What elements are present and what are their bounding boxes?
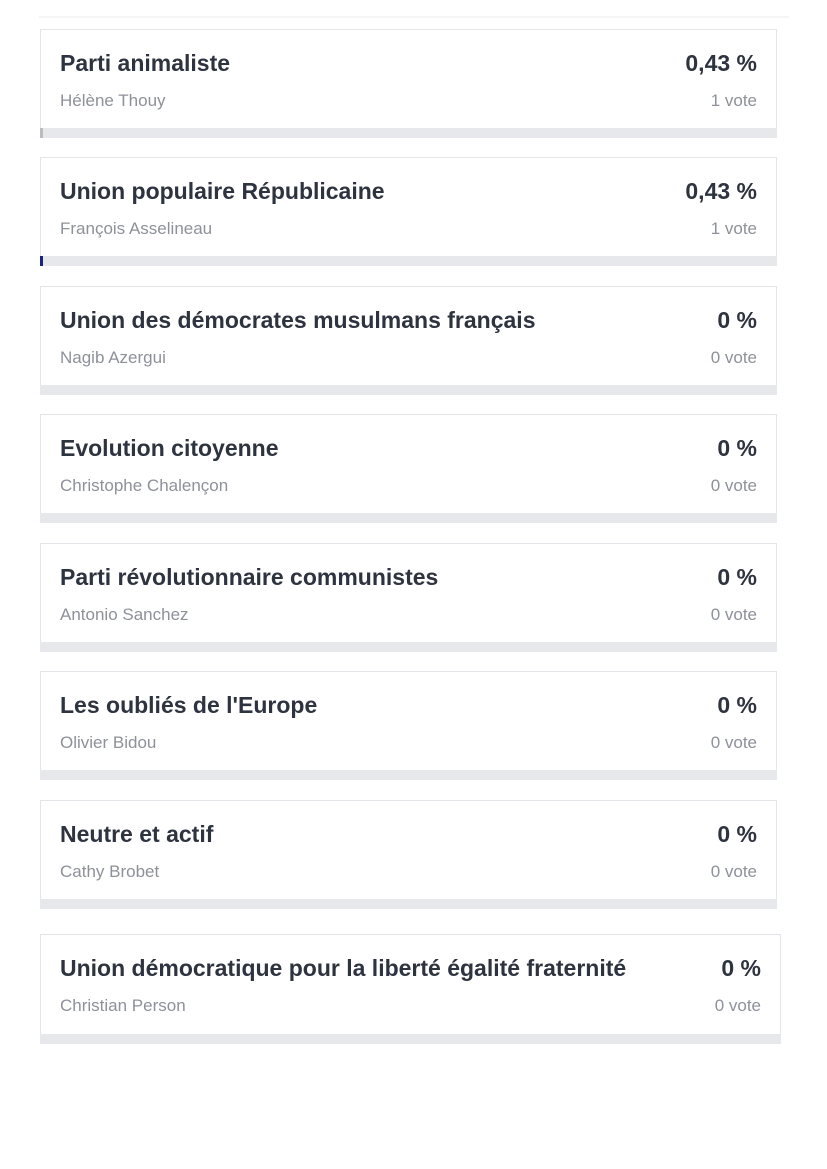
vote-percentage: 0 % <box>717 435 757 461</box>
party-name: Union des démocrates musulmans français <box>60 307 536 333</box>
candidate-name: Christian Person <box>60 996 186 1015</box>
vote-count: 0 vote <box>710 862 757 881</box>
vote-percentage: 0,43 % <box>685 178 757 204</box>
result-card: Union démocratique pour la liberté égali… <box>40 934 781 1044</box>
vote-count: 0 vote <box>714 996 761 1015</box>
progress-bar-track <box>40 1034 781 1044</box>
candidate-name: Christophe Chalençon <box>60 476 229 495</box>
party-name: Parti animaliste <box>60 50 231 76</box>
vote-count: 0 vote <box>710 348 757 367</box>
result-card: Neutre et actif Cathy Brobet 0 % 0 vote <box>40 800 777 909</box>
candidate-name: Antonio Sanchez <box>60 605 189 624</box>
vote-count: 1 vote <box>710 219 757 238</box>
result-card: Union populaire Républicaine François As… <box>40 157 777 266</box>
result-card: Union des démocrates musulmans français … <box>40 286 777 395</box>
party-name: Les oubliés de l'Europe <box>60 692 318 718</box>
vote-percentage: 0 % <box>717 307 757 333</box>
vote-percentage: 0,43 % <box>685 50 757 76</box>
party-name: Evolution citoyenne <box>60 435 279 461</box>
vote-count: 0 vote <box>710 476 757 495</box>
progress-bar-track <box>40 513 777 523</box>
candidate-name: Nagib Azergui <box>60 348 166 367</box>
vote-count: 0 vote <box>710 605 757 624</box>
progress-bar-track <box>40 770 777 780</box>
vote-count: 0 vote <box>710 733 757 752</box>
result-card: Parti révolutionnaire communistes Antoni… <box>40 543 777 652</box>
vote-percentage: 0 % <box>717 821 757 847</box>
party-name: Neutre et actif <box>60 821 214 847</box>
vote-percentage: 0 % <box>721 955 761 981</box>
progress-bar-track <box>40 642 777 652</box>
party-name: Parti révolutionnaire communistes <box>60 564 439 590</box>
top-divider <box>39 16 789 18</box>
vote-count: 1 vote <box>710 91 757 110</box>
progress-bar-track <box>40 128 777 138</box>
result-card: Parti animaliste Hélène Thouy 0,43 % 1 v… <box>40 29 777 138</box>
candidate-name: Olivier Bidou <box>60 733 157 752</box>
party-name: Union populaire Républicaine <box>60 178 385 204</box>
party-name: Union démocratique pour la liberté égali… <box>60 955 627 981</box>
progress-bar-fill <box>40 128 44 138</box>
candidate-name: François Asselineau <box>60 219 213 238</box>
result-card: Les oubliés de l'Europe Olivier Bidou 0 … <box>40 671 777 780</box>
vote-percentage: 0 % <box>717 692 757 718</box>
candidate-name: Cathy Brobet <box>60 862 160 881</box>
progress-bar-track <box>40 385 777 395</box>
candidate-name: Hélène Thouy <box>60 91 166 110</box>
vote-percentage: 0 % <box>717 564 757 590</box>
progress-bar-fill <box>40 256 44 266</box>
progress-bar-track <box>40 256 777 266</box>
progress-bar-track <box>40 899 777 909</box>
result-card: Evolution citoyenne Christophe Chalençon… <box>40 414 777 523</box>
